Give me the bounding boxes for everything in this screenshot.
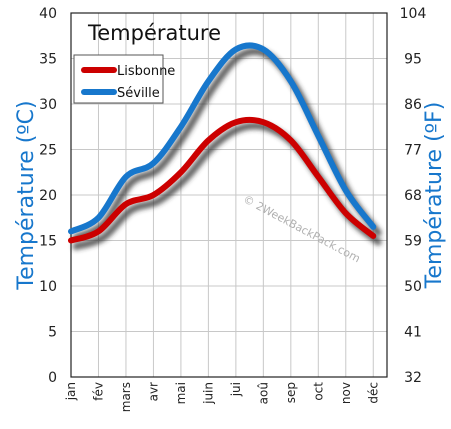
plot-frame <box>70 12 388 378</box>
x-axis-ticks: jan fév mars avr mai juin jui aoû sep oct nov déc <box>64 382 380 413</box>
x-tick-label: oct <box>311 382 325 401</box>
left-tick-label: 15 <box>39 234 57 250</box>
right-tick-label: 77 <box>404 143 422 159</box>
watermark: © 2WeekBackPack.com <box>241 193 362 266</box>
right-tick-label: 68 <box>404 188 422 204</box>
right-tick-label: 86 <box>404 97 422 113</box>
left-axis-title: Température (ºC) <box>14 100 39 290</box>
legend: Lisbonne Séville <box>73 54 175 104</box>
left-axis-ticks: 0 5 10 15 20 25 30 35 40 <box>39 6 57 386</box>
x-tick-label: mars <box>119 382 133 412</box>
chart-title: Température <box>87 21 221 45</box>
x-tick-label: sep <box>284 382 298 403</box>
series-lines <box>68 42 377 244</box>
left-tick-label: 35 <box>39 52 57 68</box>
x-tick-label: aoû <box>256 382 270 404</box>
series-line-lisbonne <box>68 116 377 244</box>
left-tick-label: 20 <box>39 188 57 204</box>
x-tick-label: déc <box>366 382 380 404</box>
left-tick-label: 30 <box>39 97 57 113</box>
x-tick-label: jan <box>64 382 78 401</box>
legend-label-seville: Séville <box>117 86 160 101</box>
x-tick-label: jui <box>229 382 243 397</box>
left-tick-label: 0 <box>48 370 57 386</box>
left-tick-label: 10 <box>39 279 57 295</box>
right-axis-title: Température (ºF) <box>422 102 447 290</box>
left-tick-label: 25 <box>39 143 57 159</box>
right-tick-label: 32 <box>404 370 422 386</box>
right-axis-ticks: 32 41 50 59 68 77 86 95 104 <box>400 6 427 386</box>
right-tick-label: 95 <box>404 52 422 68</box>
right-tick-label: 59 <box>404 234 422 250</box>
left-tick-label: 40 <box>39 6 57 22</box>
x-tick-label: nov <box>339 382 353 404</box>
x-tick-label: juin <box>201 382 215 405</box>
x-tick-label: fév <box>91 382 105 401</box>
left-tick-label: 5 <box>48 325 57 341</box>
x-tick-label: avr <box>146 382 160 401</box>
legend-label-lisbonne: Lisbonne <box>117 64 175 79</box>
right-tick-label: 50 <box>404 279 422 295</box>
right-tick-label: 41 <box>404 325 422 341</box>
x-tick-label: mai <box>174 382 188 404</box>
series-line-seville <box>68 42 377 235</box>
right-tick-label: 104 <box>400 6 427 22</box>
